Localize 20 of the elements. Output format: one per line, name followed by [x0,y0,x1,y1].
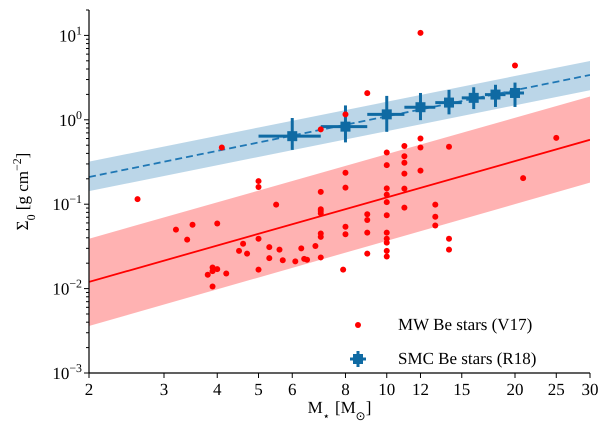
y-tick-label: 10$^{−3}$ [52,361,82,383]
y-tick-label: 10$^{1}$ [59,23,82,46]
x-tick-label: 20 [506,380,524,399]
x-tick-label: 25 [548,380,565,399]
y-tick-label: 10$^{−1}$ [52,192,82,214]
x-tick-label: 30 [582,380,598,399]
x-axis-title: M$_{⋆}$ [M$_{⊙}$] [308,398,372,423]
y-tick-label: 10$^{−2}$ [52,276,82,299]
x-tick-label: 8 [341,380,350,399]
x-tick-label: 2 [84,380,94,399]
x-tick-label: 6 [288,380,296,399]
x-tick-label: 12 [412,380,429,399]
legend-label: SMC Be stars (R18) [398,349,536,369]
x-tick-label: 3 [160,380,168,399]
x-tick-label: 10 [378,380,396,399]
legend-label: MW Be stars (V17) [398,315,532,335]
x-tick-label: 5 [254,380,263,399]
x-tick-label: 15 [453,380,470,399]
x-tick-label: 4 [212,380,222,399]
y-tick-label: 10$^{0}$ [59,108,82,130]
